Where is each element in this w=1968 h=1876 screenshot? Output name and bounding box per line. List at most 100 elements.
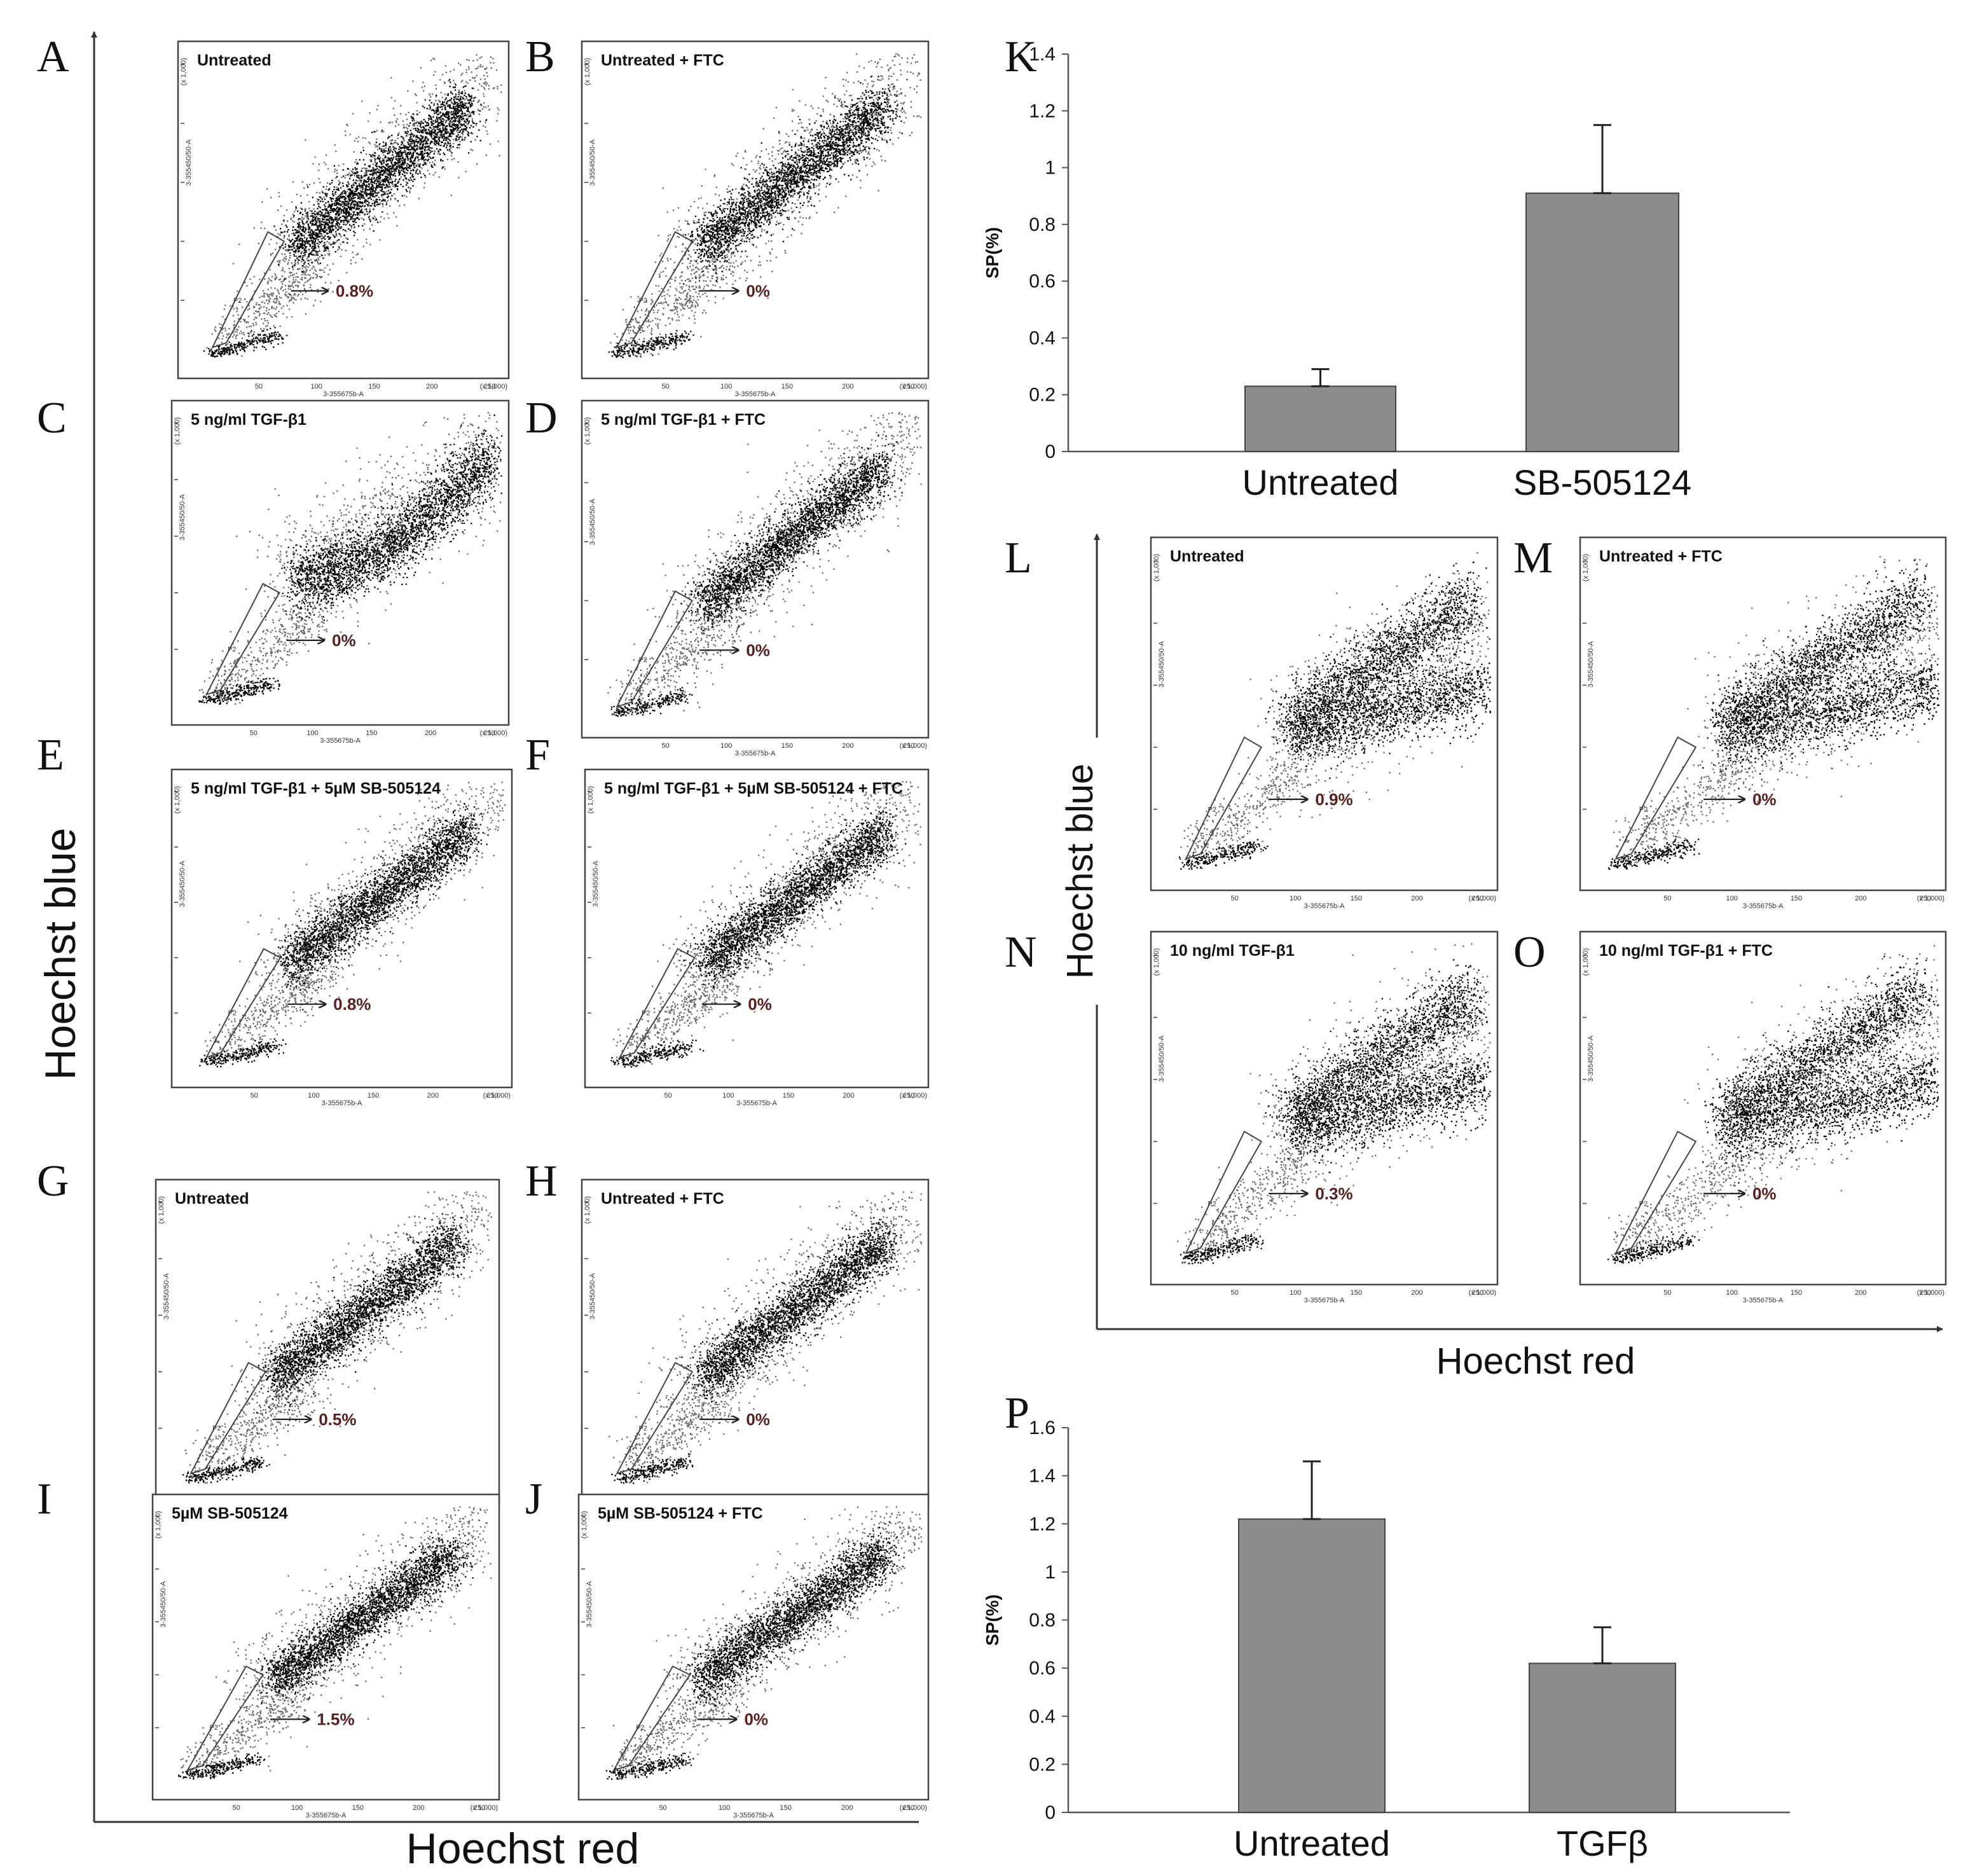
bar-y-tick-label: 1.4 <box>1029 1466 1056 1487</box>
y-scale-label: (x 1,000) <box>587 786 595 813</box>
gate-p2 <box>1185 1130 1263 1255</box>
bar-sb-505124 <box>1525 192 1679 452</box>
x-tick-label: 100 <box>720 383 732 390</box>
y-scale-label: (x 1,000) <box>158 1196 165 1224</box>
x-tick-label: 250 <box>903 742 914 750</box>
events-dense <box>198 414 503 705</box>
gate-label: P2 <box>228 646 236 654</box>
gate-label: P2 <box>212 1425 221 1433</box>
gate-label: P2 <box>210 1724 218 1732</box>
sp-percentage: 0.5% <box>319 1410 356 1429</box>
x-scale-label: (x 1,000) <box>471 1804 498 1812</box>
x-tick-label: 200 <box>427 1092 439 1100</box>
x-scale-label: (x 1,000) <box>900 1804 927 1812</box>
x-tick-label: 100 <box>306 729 318 737</box>
sp-percentage: 0.3% <box>1315 1184 1352 1203</box>
gate-label: P2 <box>639 297 647 305</box>
x-tick-label: 250 <box>1472 895 1483 902</box>
panel-letter-C: C <box>37 394 67 443</box>
bar-chart-P: 0 0.2 0.4 0.6 0.8 1 1.2 1.4 1.6 SP(%) Untreated TGF… <box>982 1417 1790 1863</box>
x-tick-label: 50 <box>250 729 258 737</box>
x-tick-label: 150 <box>783 1092 794 1100</box>
x-param-label: 3-355675b-A <box>306 1812 347 1819</box>
x-param-label: 3-355675b-A <box>1743 1297 1784 1304</box>
bar-untreated <box>1238 1518 1386 1813</box>
x-tick-label: 100 <box>308 1092 319 1100</box>
events-dense <box>203 79 488 358</box>
panel-letter-N: N <box>1005 928 1037 977</box>
x-tick-label: 200 <box>1411 895 1422 902</box>
sp-percentage: 0% <box>746 1410 770 1429</box>
bar-y-tick-label: 0.2 <box>1029 385 1056 406</box>
x-scale-label: (x 1,000) <box>900 1092 927 1100</box>
panel-letter-K: K <box>1005 32 1037 81</box>
flow-panel-B: (x 1,000)3-355450/50-A50 100 150 200 250(x 1… <box>581 40 930 398</box>
flow-panel-I: (x 1,000)3-355450/50-A50 100 150 200 250(x 1… <box>151 1493 500 1819</box>
gate-p2 <box>211 231 286 349</box>
bar-y-axis-label: SP(%) <box>982 1594 1002 1646</box>
x-tick-label: 150 <box>1791 1289 1802 1297</box>
x-tick-label: 150 <box>781 742 793 750</box>
y-scale-label: (x 1,000) <box>581 1511 588 1538</box>
flow-panels: (x 1,000)3-355450/50-A50 100 150 200 250(x 1… <box>151 40 1947 1819</box>
panel-letter-I: I <box>37 1475 52 1524</box>
bar-untreated <box>1244 385 1396 452</box>
gate-label: P2 <box>1639 806 1648 813</box>
bar-category-label: SB-505124 <box>1513 462 1691 502</box>
gate-label: P2 <box>228 1009 236 1017</box>
y-param-label: 3-355450/50-A <box>1587 641 1595 687</box>
gate-p2 <box>618 948 696 1059</box>
panel-letter-F: F <box>525 731 550 780</box>
flow-panel-A: (x 1,000)3-355450/50-A50 100 150 200 250(x 1… <box>177 40 510 398</box>
x-tick-label: 250 <box>486 1092 498 1100</box>
x-tick-label: 250 <box>484 383 495 390</box>
events-sparse <box>1611 556 1939 866</box>
panel-letter-H: H <box>525 1157 558 1206</box>
right-x-axis-label: Hoechst red <box>1436 1341 1635 1382</box>
x-scale-label: (x 1,000) <box>483 1092 511 1100</box>
events-dense <box>178 1526 474 1780</box>
x-tick-label: 150 <box>366 729 377 737</box>
y-scale-label: (x 1,000) <box>584 1196 591 1224</box>
gate-p2 <box>616 231 694 349</box>
events-dense <box>1178 562 1491 870</box>
sp-percentage: 0% <box>744 1709 768 1728</box>
x-scale-label: (x 1,000) <box>480 383 507 390</box>
y-scale-label: (x 1,000) <box>155 1511 162 1538</box>
events-sparse <box>610 1506 923 1777</box>
bar-category-label: Untreated <box>1242 462 1399 502</box>
x-tick-label: 250 <box>903 1804 914 1812</box>
x-tick-label: 50 <box>232 1804 240 1812</box>
gate-p2 <box>205 583 280 696</box>
bar-y-axis-label: SP(%) <box>982 227 1002 279</box>
sp-percentage: 0% <box>748 995 772 1014</box>
x-param-label: 3-355675b-A <box>323 390 364 398</box>
bar-y-tick-label: 0 <box>1045 1802 1056 1823</box>
gate-label: P2 <box>1639 1200 1648 1208</box>
x-tick-label: 200 <box>413 1804 424 1812</box>
bar-y-tick-label: 0.6 <box>1029 271 1056 292</box>
events-dense <box>610 435 903 717</box>
x-tick-label: 150 <box>1351 1289 1362 1297</box>
bar-y-tick-label: 1.4 <box>1029 44 1056 65</box>
gate-label: P2 <box>639 1425 647 1433</box>
x-tick-label: 50 <box>661 383 669 390</box>
bar-y-tick-label: 1.2 <box>1029 100 1056 121</box>
x-param-label: 3-355675b-A <box>322 1100 362 1107</box>
x-param-label: 3-355675b-A <box>1304 902 1345 910</box>
x-tick-label: 100 <box>720 742 732 750</box>
panel-letter-B: B <box>525 32 555 81</box>
y-scale-label: (x 1,000) <box>1582 554 1590 581</box>
panel-title: 10 ng/ml TGF-β1 <box>1170 942 1295 960</box>
x-scale-label: (x 1,000) <box>1469 895 1496 902</box>
y-scale-label: (x 1,000) <box>584 58 591 85</box>
y-param-label: 3-355450/50-A <box>586 1581 593 1627</box>
bar-tgf- <box>1529 1662 1676 1813</box>
panel-title: 5 ng/ml TGF-β1 + 5µM SB-505124 + FTC <box>604 780 903 797</box>
x-tick-label: 50 <box>1230 895 1238 902</box>
bar-y-tick-label: 0.2 <box>1029 1754 1056 1775</box>
right-y-axis-label: Hoechst blue <box>1059 764 1101 979</box>
plot-frame <box>1579 930 1947 1286</box>
